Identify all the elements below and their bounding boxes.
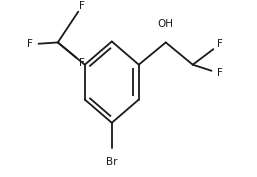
Text: Br: Br <box>106 156 117 167</box>
Text: F: F <box>217 68 223 78</box>
Text: OH: OH <box>158 19 174 29</box>
Text: F: F <box>27 39 32 49</box>
Text: F: F <box>79 1 85 11</box>
Text: F: F <box>79 58 85 68</box>
Text: F: F <box>217 39 223 49</box>
